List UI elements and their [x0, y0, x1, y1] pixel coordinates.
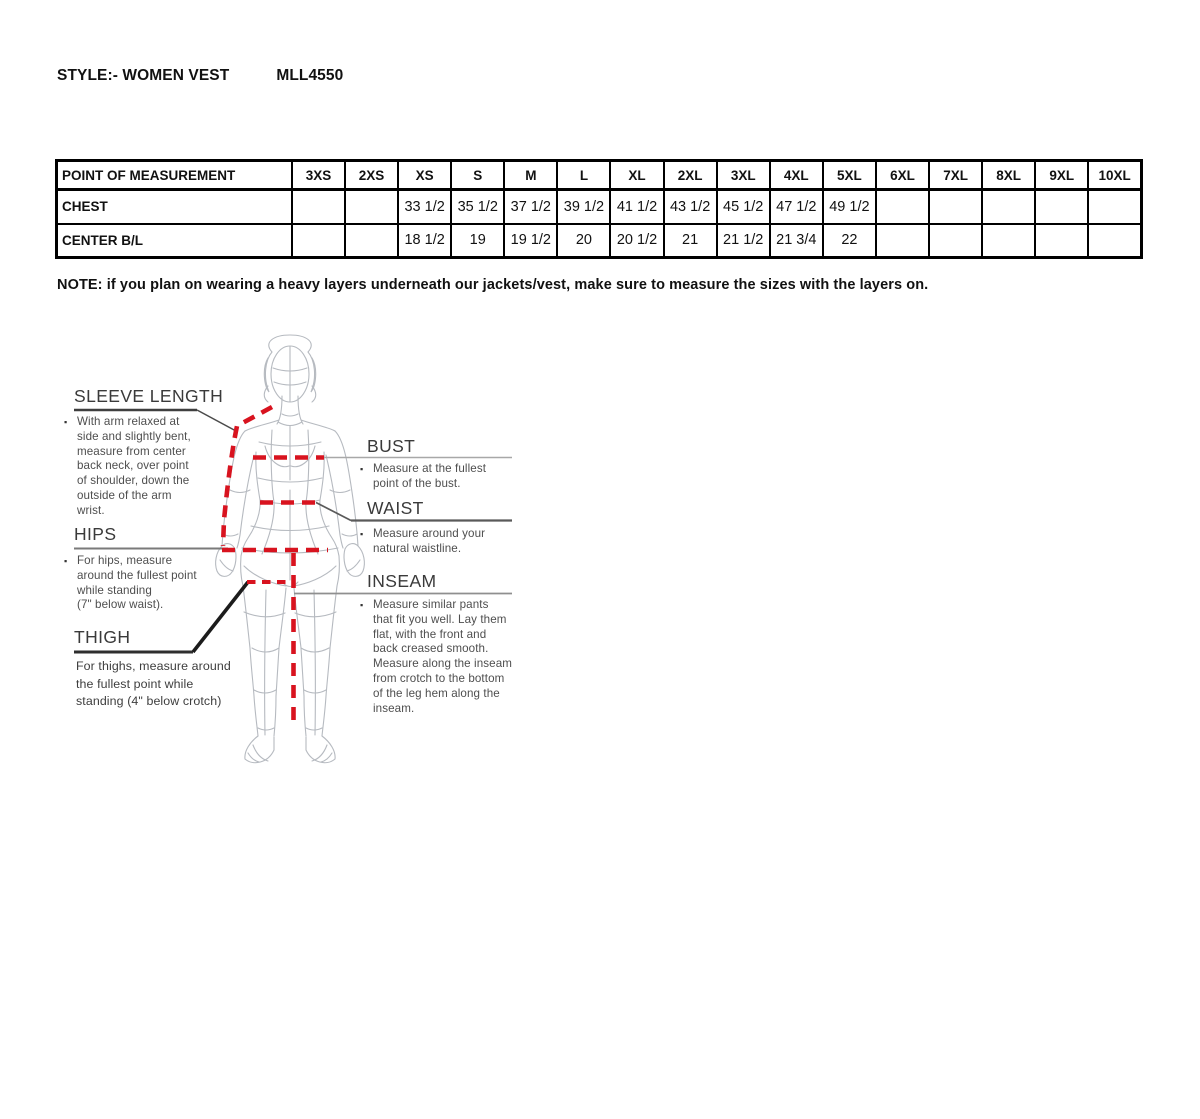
table-header-row: POINT OF MEASUREMENT 3XS 2XS XS S M L XL…: [55, 159, 1143, 191]
cell-centerbl-8xl: [981, 222, 1037, 259]
hips-description: ▪ For hips, measure around the fullest p…: [64, 554, 197, 612]
col-header-l: L: [556, 159, 612, 191]
col-header-7xl: 7XL: [928, 159, 984, 191]
cell-centerbl-7xl: [928, 222, 984, 259]
col-header-m: M: [503, 159, 559, 191]
mannequin-figure: [74, 334, 512, 764]
sleeve-length-description: ▪ With arm relaxed at side and slightly …: [64, 415, 191, 517]
bullet-icon: ▪: [360, 464, 364, 474]
style-code: MLL4550: [276, 67, 344, 84]
cell-centerbl-4xl: 21 3/4: [768, 222, 824, 259]
cell-chest-4xl: 47 1/2: [768, 188, 824, 225]
inseam-description: ▪ Measure similar pants that fit you wel…: [360, 598, 513, 715]
note-text: NOTE: if you plan on wearing a heavy lay…: [57, 277, 929, 293]
sleeve-length-heading: SLEEVE LENGTH: [74, 386, 224, 406]
cell-chest-7xl: [928, 188, 984, 225]
cell-chest-s: 35 1/2: [450, 188, 506, 225]
cell-chest-m: 37 1/2: [503, 188, 559, 225]
cell-centerbl-l: 20: [556, 222, 612, 259]
measurement-diagram: SLEEVE LENGTH ▪ With arm relaxed at side…: [60, 330, 530, 780]
sleeve-measure-line: [220, 404, 274, 547]
col-header-2xs: 2XS: [344, 159, 400, 191]
col-header-point-of-measurement: POINT OF MEASUREMENT: [55, 159, 293, 191]
body-outline: [215, 334, 365, 764]
cell-chest-3xs: [290, 188, 347, 225]
style-label: STYLE:- WOMEN VEST: [57, 67, 230, 84]
document-title: STYLE:- WOMEN VEST MLL4550: [57, 67, 343, 85]
col-header-5xl: 5XL: [821, 159, 877, 191]
row-label-center-bl: CENTER B/L: [55, 222, 293, 259]
col-header-6xl: 6XL: [874, 159, 931, 191]
col-header-s: S: [450, 159, 506, 191]
cell-chest-3xl: 45 1/2: [715, 188, 771, 225]
col-header-xs: XS: [397, 159, 453, 191]
connector-lines: [74, 408, 512, 654]
thigh-heading: THIGH: [74, 627, 131, 647]
table-row-chest: CHEST 33 1/2 35 1/2 37 1/2 39 1/2 41 1/2…: [55, 188, 1143, 225]
col-header-3xs: 3XS: [290, 159, 347, 191]
cell-centerbl-9xl: [1034, 222, 1090, 259]
cell-chest-2xl: 43 1/2: [662, 188, 718, 225]
thigh-description: For thighs, measure around the fullest p…: [76, 659, 231, 709]
table-row-center-bl: CENTER B/L 18 1/2 19 19 1/2 20 20 1/2 21…: [55, 222, 1143, 259]
col-header-9xl: 9XL: [1034, 159, 1090, 191]
cell-chest-5xl: 49 1/2: [821, 188, 877, 225]
cell-chest-6xl: [874, 188, 931, 225]
cell-centerbl-2xl: 21: [662, 222, 718, 259]
col-header-3xl: 3XL: [715, 159, 771, 191]
col-header-10xl: 10XL: [1087, 159, 1143, 191]
cell-chest-9xl: [1034, 188, 1090, 225]
bullet-icon: ▪: [360, 529, 364, 539]
cell-centerbl-3xl: 21 1/2: [715, 222, 771, 259]
waist-description: ▪ Measure around your natural waistline.: [360, 527, 486, 555]
cell-centerbl-s: 19: [450, 222, 506, 259]
waist-heading: WAIST: [367, 498, 424, 518]
cell-centerbl-6xl: [874, 222, 931, 259]
cell-centerbl-10xl: [1087, 222, 1143, 259]
row-label-chest: CHEST: [55, 188, 293, 225]
cell-chest-xs: 33 1/2: [397, 188, 453, 225]
inseam-heading: INSEAM: [367, 571, 437, 591]
cell-chest-8xl: [981, 188, 1037, 225]
size-table: POINT OF MEASUREMENT 3XS 2XS XS S M L XL…: [55, 159, 1143, 259]
col-header-xl: XL: [609, 159, 665, 191]
cell-centerbl-5xl: 22: [821, 222, 877, 259]
cell-chest-l: 39 1/2: [556, 188, 612, 225]
col-header-2xl: 2XL: [662, 159, 718, 191]
col-header-8xl: 8XL: [981, 159, 1037, 191]
cell-centerbl-xs: 18 1/2: [397, 222, 453, 259]
cell-chest-xl: 41 1/2: [609, 188, 665, 225]
sleeve-length-connector: [196, 409, 237, 432]
waist-connector: [315, 501, 352, 522]
thigh-connector: [191, 580, 250, 654]
bullet-icon: ▪: [64, 556, 68, 566]
cell-chest-2xs: [344, 188, 400, 225]
cell-centerbl-3xs: [290, 222, 347, 259]
cell-chest-10xl: [1087, 188, 1143, 225]
col-header-4xl: 4XL: [768, 159, 824, 191]
measure-lines: [220, 404, 328, 720]
bullet-icon: ▪: [360, 600, 364, 610]
bust-heading: BUST: [367, 436, 416, 456]
cell-centerbl-2xs: [344, 222, 400, 259]
bullet-icon: ▪: [64, 417, 68, 427]
cell-centerbl-m: 19 1/2: [503, 222, 559, 259]
cell-centerbl-xl: 20 1/2: [609, 222, 665, 259]
hips-heading: HIPS: [74, 524, 117, 544]
bust-description: ▪ Measure at the fullest point of the bu…: [360, 462, 487, 490]
